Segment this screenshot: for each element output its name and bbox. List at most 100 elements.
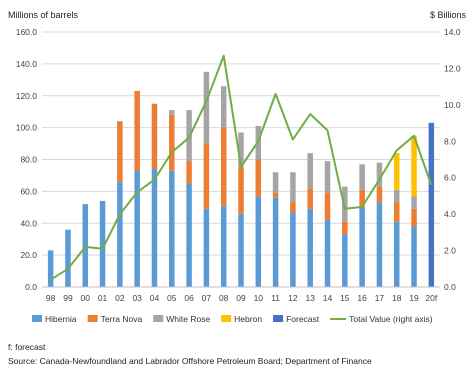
- x-tick-label: 14: [323, 293, 333, 303]
- y2-tick-label: 4.0: [444, 209, 456, 219]
- y2-tick-label: 12.0: [444, 63, 461, 73]
- bar-terra-nova: [238, 167, 244, 214]
- bar-hibernia: [324, 220, 331, 287]
- left-axis-label: Millions of barrels: [8, 10, 79, 20]
- y2-tick-label: 0.0: [444, 282, 456, 292]
- footnote: f: forecast: [8, 342, 46, 352]
- legend-label: Terra Nova: [101, 314, 143, 324]
- bar-terra-nova: [203, 143, 210, 209]
- bar-white-rose: [272, 172, 279, 193]
- bar-forecast: [428, 122, 435, 287]
- x-tick-label: 09: [236, 293, 246, 303]
- bar-hibernia: [290, 212, 296, 287]
- x-tick-label: 02: [115, 293, 125, 303]
- legend-box-marker: [87, 315, 98, 322]
- y-tick-label: 20.0: [20, 250, 37, 260]
- bar-hibernia: [186, 183, 192, 287]
- legend-label: Total Value (right axis): [349, 314, 433, 324]
- x-tick-label: 13: [305, 293, 315, 303]
- x-tick-label: 10: [254, 293, 264, 303]
- bar-white-rose: [324, 161, 331, 193]
- x-tick-label: 17: [375, 293, 385, 303]
- bar-hebron: [393, 153, 400, 190]
- bar-terra-nova: [342, 221, 348, 235]
- bar-hibernia: [203, 208, 210, 287]
- bar-terra-nova: [290, 202, 296, 213]
- bar-hibernia: [359, 207, 365, 287]
- bar-white-rose: [342, 186, 348, 222]
- bar-terra-nova: [359, 189, 365, 208]
- bar-white-rose: [203, 71, 210, 144]
- bar-terra-nova: [151, 103, 158, 170]
- bar-terra-nova: [324, 192, 331, 221]
- bar-hibernia: [220, 205, 227, 287]
- bar-white-rose: [238, 132, 244, 168]
- x-tick-label: 18: [392, 293, 402, 303]
- bar-hibernia: [393, 221, 400, 287]
- bar-terra-nova: [272, 192, 279, 198]
- bar-terra-nova: [220, 127, 227, 206]
- bar-hibernia: [238, 213, 244, 287]
- legend-label: Forecast: [286, 314, 320, 324]
- bar-terra-nova: [134, 90, 140, 171]
- source-note: Source: Canada-Newfoundland and Labrador…: [8, 356, 372, 366]
- bar-hibernia: [272, 197, 279, 287]
- right-axis-label: $ Billions: [430, 10, 467, 20]
- y-tick-label: 160.0: [16, 27, 38, 37]
- bar-white-rose: [393, 189, 400, 203]
- bar-hibernia: [82, 204, 89, 287]
- y-tick-label: 100.0: [16, 123, 38, 133]
- bar-hibernia: [255, 196, 262, 287]
- bar-hebron: [411, 135, 417, 197]
- x-tick-label: 12: [288, 293, 298, 303]
- y-tick-label: 140.0: [16, 59, 38, 69]
- x-tick-label: 06: [184, 293, 194, 303]
- bar-hibernia: [169, 170, 175, 287]
- bar-hibernia: [307, 208, 313, 287]
- bar-hibernia: [47, 250, 54, 287]
- y2-tick-label: 8.0: [444, 136, 456, 146]
- bar-terra-nova: [411, 208, 417, 227]
- x-tick-label: 19: [409, 293, 419, 303]
- bar-terra-nova: [393, 202, 400, 222]
- bar-hibernia: [134, 170, 140, 287]
- bar-white-rose: [220, 86, 227, 128]
- bar-hibernia: [151, 169, 158, 287]
- bar-hibernia: [99, 200, 106, 287]
- legend-box-marker: [221, 315, 232, 322]
- bar-terra-nova: [186, 161, 192, 184]
- bar-hibernia: [65, 229, 71, 287]
- x-tick-label: 04: [150, 293, 160, 303]
- bar-white-rose: [376, 162, 383, 187]
- bar-terra-nova: [117, 121, 123, 182]
- bar-hibernia: [411, 226, 417, 287]
- legend-box-marker: [32, 315, 42, 322]
- legend-label: White Rose: [166, 314, 210, 324]
- total-value-line: [50, 54, 433, 281]
- y2-tick-label: 2.0: [444, 246, 456, 256]
- bar-white-rose: [169, 110, 175, 115]
- x-tick-label: 08: [219, 293, 229, 303]
- y-tick-label: 0.0: [25, 282, 37, 292]
- x-tick-label: 20f: [425, 293, 437, 303]
- bar-terra-nova: [376, 186, 383, 203]
- y2-tick-label: 14.0: [444, 27, 461, 37]
- bar-hibernia: [342, 234, 348, 287]
- bar-terra-nova: [307, 188, 313, 209]
- x-tick-label: 98: [46, 293, 56, 303]
- x-tick-label: 16: [357, 293, 367, 303]
- bar-hibernia: [117, 181, 123, 287]
- y-tick-label: 60.0: [20, 186, 37, 196]
- y2-tick-label: 10.0: [444, 100, 461, 110]
- y-tick-label: 40.0: [20, 218, 37, 228]
- bar-white-rose: [359, 164, 365, 190]
- bar-terra-nova: [255, 159, 262, 197]
- x-tick-label: 99: [63, 293, 73, 303]
- legend-label: Hibernia: [45, 314, 77, 324]
- legend-box-marker: [273, 315, 284, 322]
- bar-white-rose: [307, 153, 313, 189]
- legend-label: Hebron: [234, 314, 262, 324]
- x-tick-label: 07: [202, 293, 212, 303]
- bar-white-rose: [411, 196, 417, 209]
